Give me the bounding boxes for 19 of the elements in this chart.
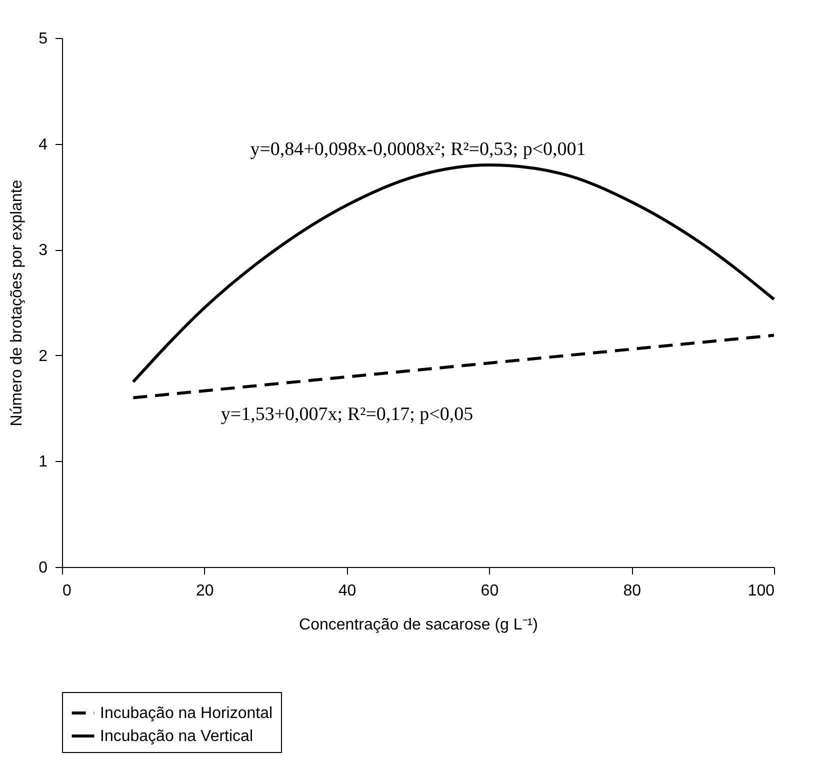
line-series xyxy=(132,163,776,384)
x-tick-label: 20 xyxy=(196,582,214,600)
y-tick-label: 3 xyxy=(38,242,48,260)
x-tick-label: 60 xyxy=(480,582,499,600)
x-tick-label: 80 xyxy=(623,582,642,600)
x-tick-label: 40 xyxy=(338,582,356,600)
y-tick-label: 1 xyxy=(38,454,48,471)
legend-label: Incubação na Vertical xyxy=(100,728,253,745)
annotation: y=0,84+0,098x-0,0008x²; R²=0,53; p<0,001 xyxy=(250,139,586,160)
annotation: y=1,53+0,007x; R²=0,17; p<0,05 xyxy=(220,404,474,425)
y-tick-label: 5 xyxy=(38,30,48,48)
y-tick-label: 4 xyxy=(38,136,48,154)
y-axis-title: Número de brotações por explante xyxy=(8,180,26,426)
y-tick-label: 0 xyxy=(38,560,48,576)
y-tick-label: 2 xyxy=(38,348,48,365)
legend-label: Incubação na Horizontal xyxy=(100,705,273,722)
x-axis-title: Concentração de sacarose (g L⁻¹) xyxy=(299,616,538,634)
x-tick-label: 100 xyxy=(748,582,775,600)
x-tick-label: 0 xyxy=(62,582,72,600)
